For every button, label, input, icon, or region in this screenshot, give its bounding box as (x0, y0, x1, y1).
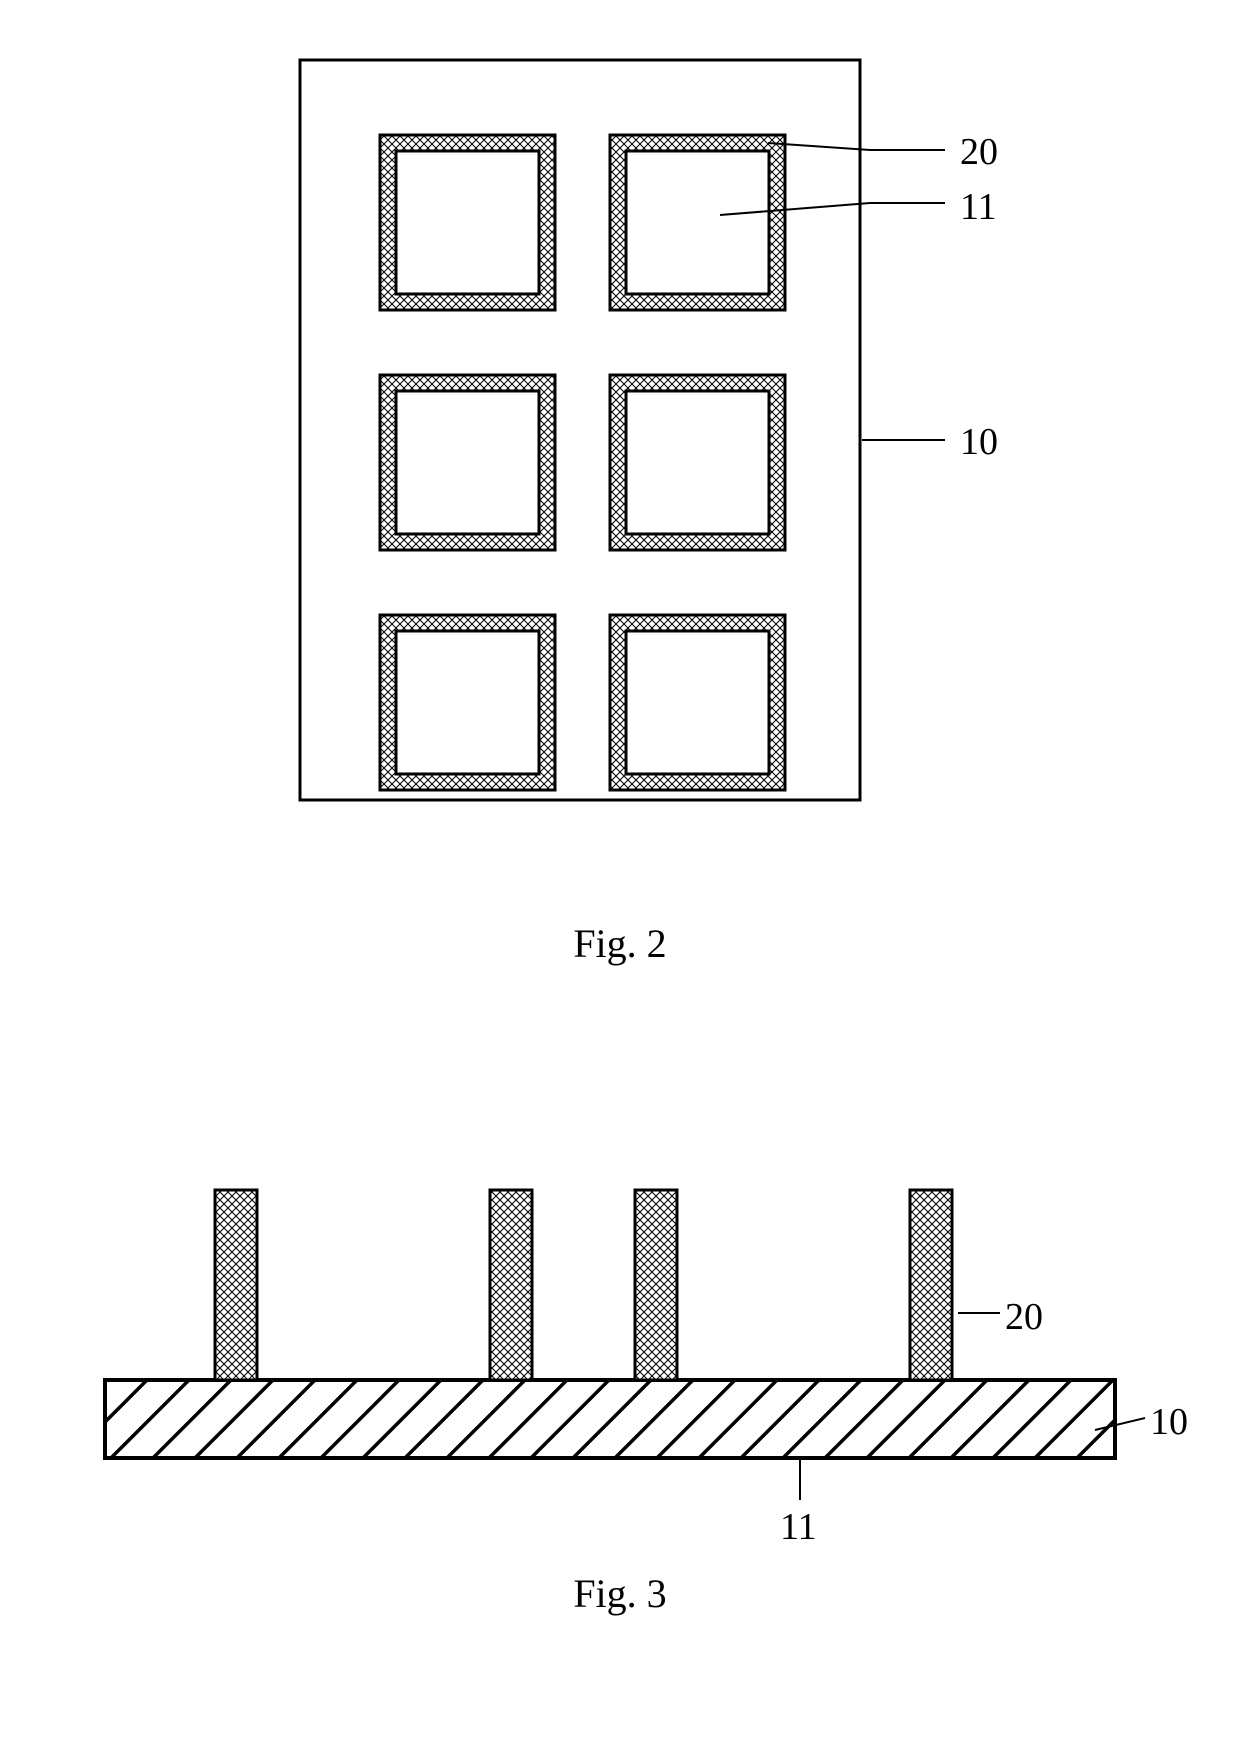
pillar (215, 1190, 257, 1380)
fig3-caption: Fig. 3 (0, 1570, 1240, 1617)
cell-inner (626, 151, 769, 294)
cell-inner (626, 391, 769, 534)
cell-inner (396, 391, 539, 534)
fig3-area: 20 10 11 (0, 1100, 1240, 1600)
cell-inner (396, 151, 539, 294)
pillar (490, 1190, 532, 1380)
fig3-label-20: 20 (1005, 1295, 1043, 1339)
fig2-caption: Fig. 2 (0, 920, 1240, 967)
pillar (910, 1190, 952, 1380)
fig2-area: 20 11 10 (0, 0, 1240, 920)
fig3-label-11: 11 (780, 1505, 817, 1549)
fig3-label-10: 10 (1150, 1400, 1188, 1444)
cell-inner (396, 631, 539, 774)
cell-inner (626, 631, 769, 774)
fig2-label-10: 10 (960, 420, 998, 464)
fig2-label-11: 11 (960, 185, 997, 229)
fig2-svg (0, 0, 1240, 850)
pillar (635, 1190, 677, 1380)
page-container: 20 11 10 Fig. 2 20 10 11 Fig. 3 (0, 0, 1240, 1742)
fig3-svg (0, 1100, 1240, 1580)
fig2-label-20: 20 (960, 130, 998, 174)
